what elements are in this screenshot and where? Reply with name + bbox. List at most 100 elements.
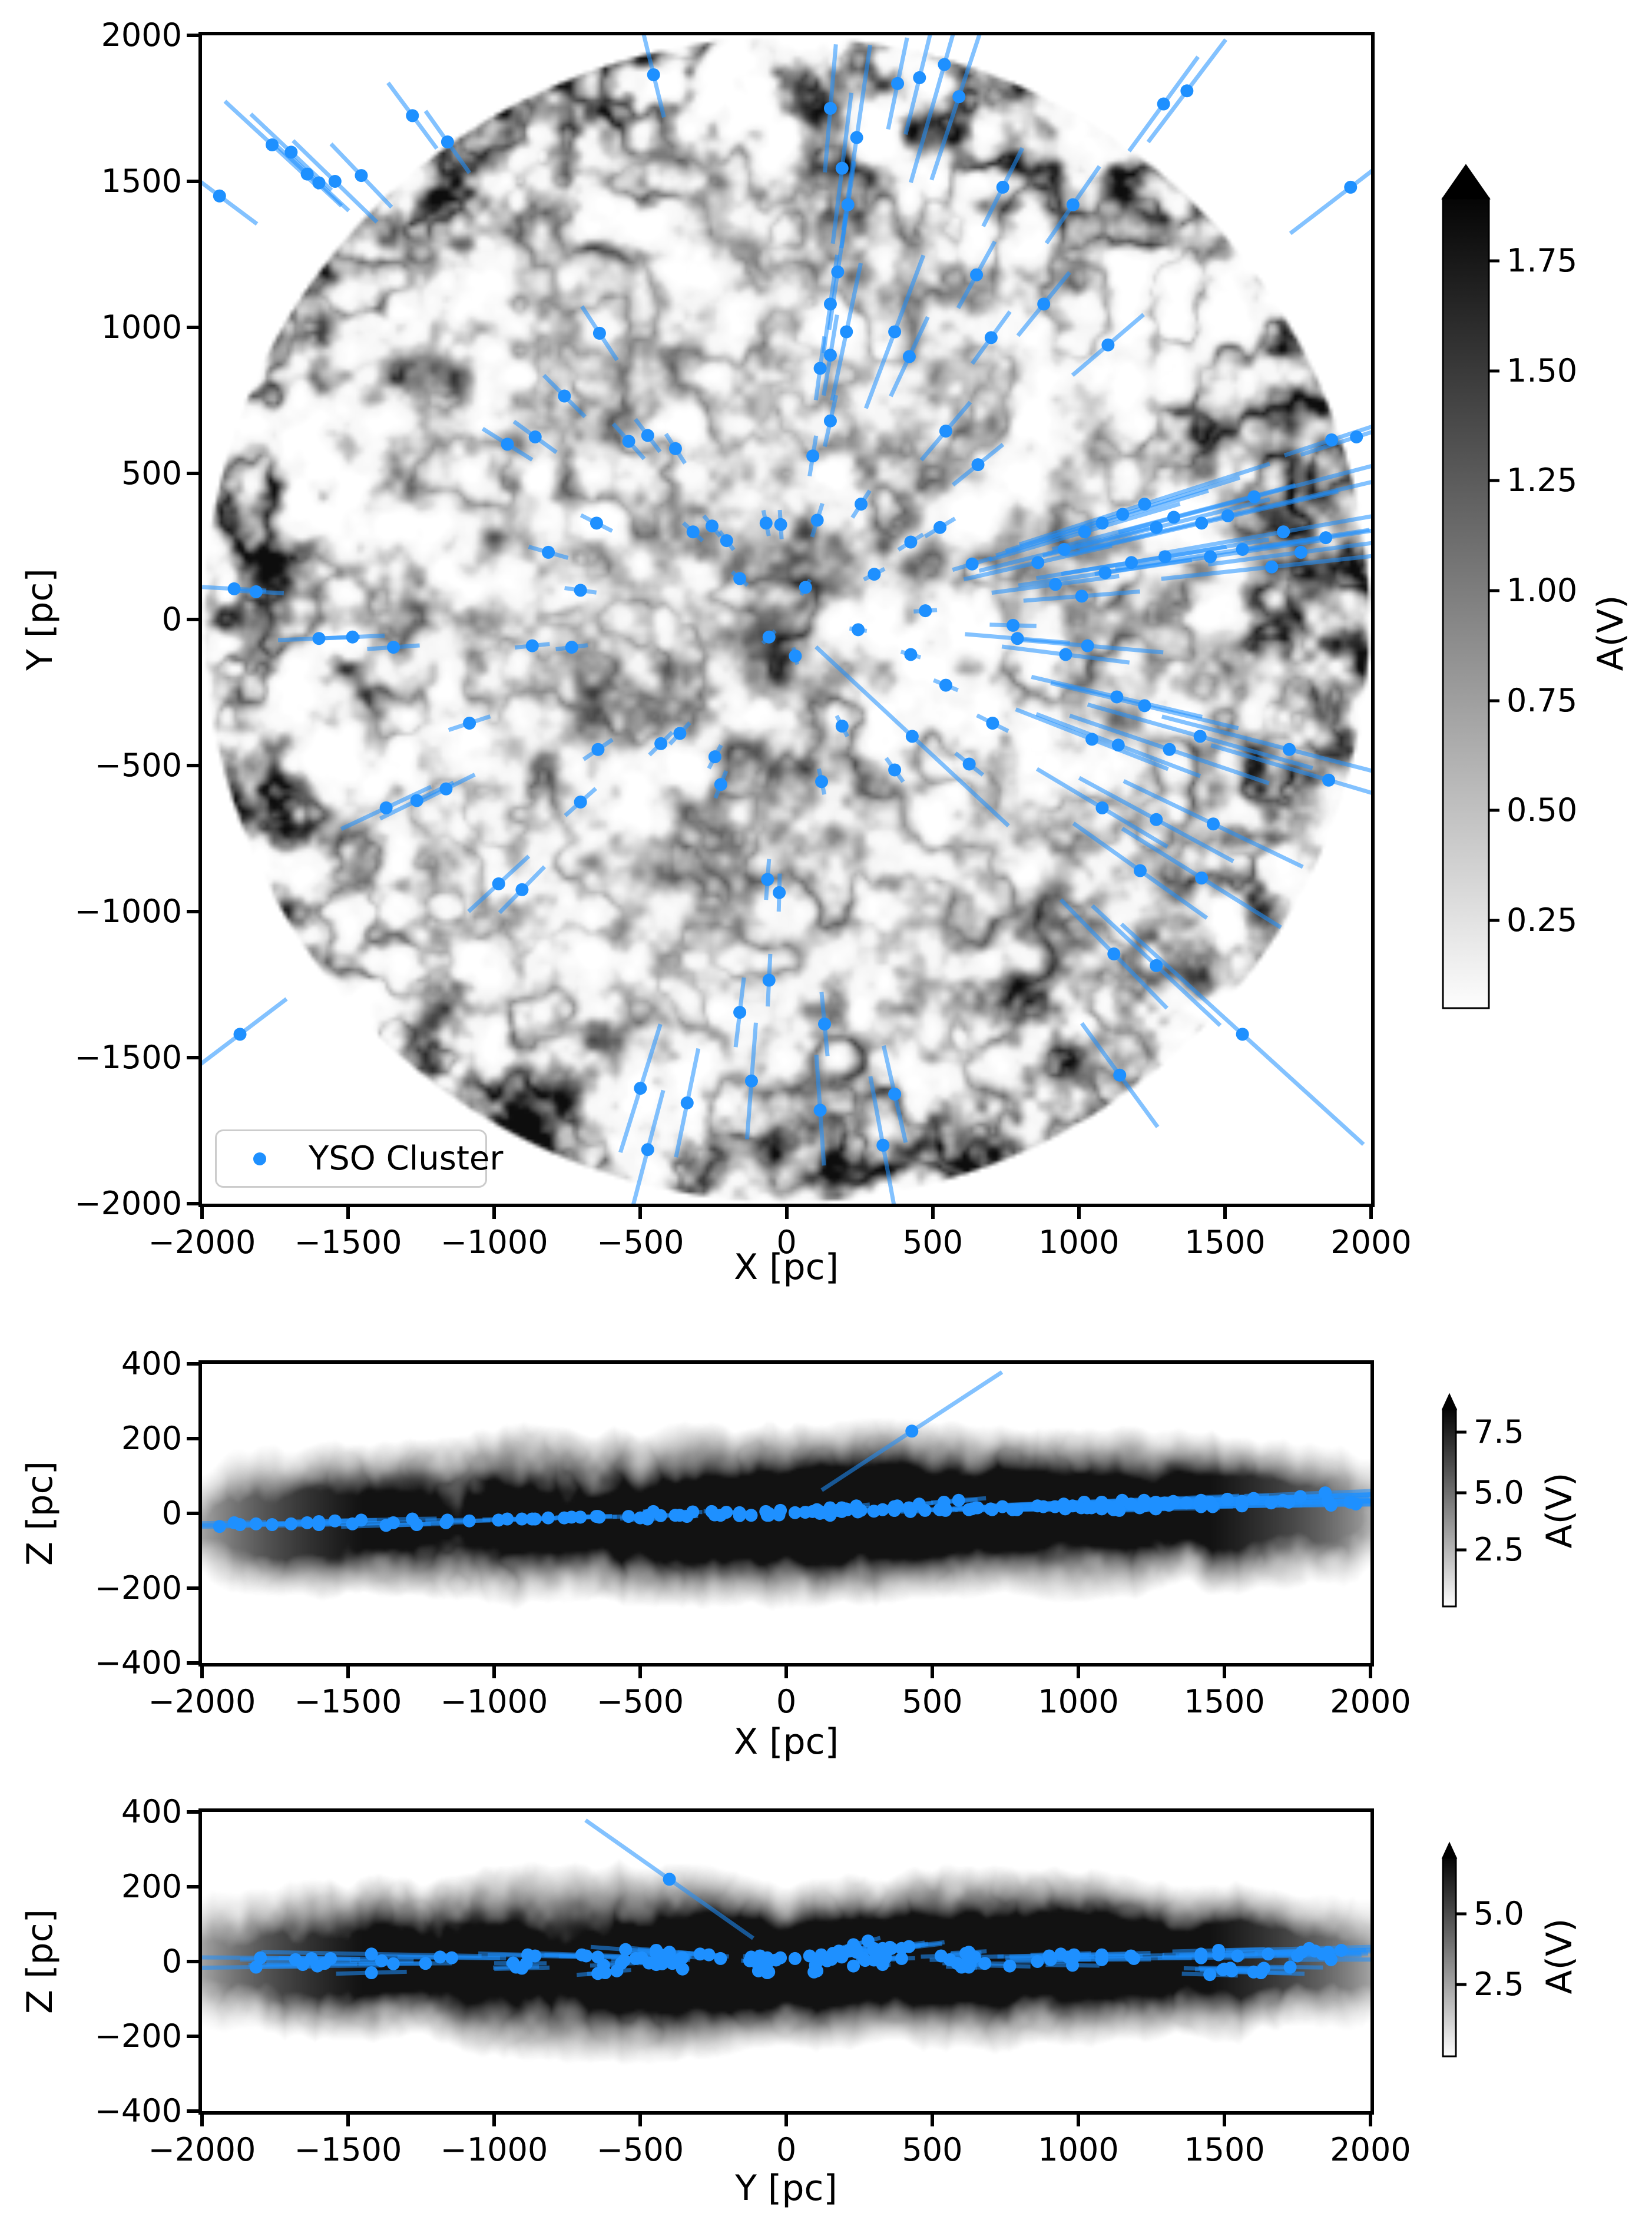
yso-cluster-point — [1059, 648, 1072, 661]
colorbar-bar — [1442, 197, 1490, 1009]
yso-cluster-point — [825, 1953, 838, 1966]
yso-cluster-point — [762, 973, 776, 987]
yso-cluster-point — [1247, 490, 1261, 503]
yso-cluster-point — [300, 167, 314, 181]
yso-cluster-point — [891, 77, 905, 90]
yso-cluster-point — [622, 435, 635, 448]
error-bar — [1210, 743, 1371, 795]
x-tick — [1369, 1207, 1373, 1219]
yso-cluster-point — [1206, 1500, 1220, 1513]
yso-cluster-point — [386, 1516, 400, 1529]
x-tick-label: −1500 — [294, 2131, 402, 2168]
yso-cluster-point — [328, 175, 342, 188]
yso-cluster-point — [759, 516, 773, 530]
yso-cluster-point — [1322, 1495, 1335, 1508]
x-tick-label: −1500 — [294, 1683, 402, 1720]
yso-cluster-point — [1325, 1953, 1338, 1966]
dust-map-xy — [202, 35, 1371, 1204]
yso-cluster-point — [823, 414, 837, 428]
yso-cluster-point — [365, 1966, 378, 1980]
x-tick-label: −2000 — [148, 1683, 256, 1720]
y-tick — [187, 180, 198, 183]
x-tick — [1077, 1207, 1081, 1219]
x-tick — [346, 2115, 350, 2126]
y-tick — [187, 326, 198, 329]
yso-cluster-point — [590, 516, 603, 530]
yso-cluster-point — [1150, 813, 1163, 826]
yso-cluster-point — [1325, 433, 1339, 446]
yso-cluster-point — [1058, 1502, 1072, 1516]
yso-cluster-point — [1149, 1502, 1163, 1516]
scatter-layer-xy — [202, 35, 1371, 1204]
yso-cluster-point — [847, 1938, 860, 1952]
colorbar-bar — [1442, 1857, 1457, 2058]
yso-cluster-point — [519, 1957, 533, 1970]
dust-map-xz — [202, 1364, 1370, 1663]
yso-cluster-point — [1031, 556, 1045, 569]
y-tick — [187, 1362, 198, 1366]
yso-cluster-point — [673, 727, 687, 740]
yso-cluster-point — [868, 568, 881, 581]
yso-cluster-point — [227, 582, 241, 595]
yso-cluster-point — [751, 1959, 765, 1972]
yso-cluster-point — [799, 581, 812, 594]
y-tick-label: 1000 — [101, 309, 182, 346]
yso-cluster-point — [861, 1934, 875, 1948]
x-tick-label: −2000 — [148, 1224, 256, 1261]
yso-cluster-point — [365, 1947, 378, 1961]
yso-cluster-point — [762, 630, 776, 644]
yso-cluster-point — [1277, 525, 1290, 539]
y-tick-label: 500 — [121, 455, 182, 492]
yso-cluster-point — [1319, 531, 1333, 545]
y-tick-label: −500 — [94, 747, 182, 784]
yso-cluster-point — [1223, 1962, 1237, 1975]
x-tick-label: −500 — [596, 2131, 684, 2168]
yso-cluster-point — [463, 717, 476, 730]
yso-cluster-point — [888, 763, 902, 777]
yso-cluster-point — [266, 1518, 279, 1532]
y-tick-label: −400 — [94, 1644, 182, 1681]
yso-cluster-point — [492, 877, 505, 890]
yso-cluster-point — [959, 1947, 973, 1960]
yso-cluster-point — [597, 1959, 610, 1972]
yso-cluster-point — [439, 782, 453, 796]
cbar-yz-label: A(V) — [1539, 1918, 1580, 1995]
yso-cluster-point — [650, 1943, 663, 1957]
yso-cluster-point — [1133, 1501, 1147, 1515]
error-bar — [909, 35, 955, 183]
y-tick-label: 200 — [121, 1420, 182, 1457]
x-tick-label: 500 — [902, 2131, 963, 2168]
colorbar-tick-label: 0.25 — [1507, 902, 1578, 939]
x-tick — [638, 1667, 642, 1678]
yso-cluster-point — [815, 1506, 828, 1519]
y-tick — [187, 2035, 198, 2038]
legend-label: YSO Cluster — [309, 1139, 504, 1178]
yso-cluster-point — [1085, 733, 1099, 746]
y-tick — [187, 472, 198, 475]
x-tick-label: 1000 — [1038, 1683, 1119, 1720]
yso-cluster-point — [462, 1514, 476, 1528]
cbar-xy-label: A(V) — [1590, 595, 1631, 671]
x-tick — [492, 2115, 496, 2126]
colorbar-xy — [1437, 160, 1509, 1014]
yso-cluster-point — [938, 58, 951, 71]
yso-cluster-point — [971, 458, 985, 472]
yso-cluster-point — [1257, 1962, 1270, 1975]
x-tick-label: 1000 — [1038, 2131, 1119, 2168]
yso-cluster-point — [799, 1506, 812, 1519]
yso-cluster-point — [773, 886, 786, 899]
panel-yz-map: −2000 −1500 −1000 −500 0 500 1000 1500 2000 400 20… — [95, 1793, 1411, 2168]
y-tick-label: −2000 — [74, 1185, 182, 1222]
yso-cluster-point — [895, 1952, 908, 1965]
yso-cluster-point — [1212, 1943, 1226, 1957]
yso-cluster-point — [714, 1952, 727, 1965]
colorbar-tick-label: 2.5 — [1474, 1531, 1524, 1568]
yso-cluster-point — [439, 1516, 453, 1529]
yso-cluster-point — [1110, 690, 1124, 704]
yso-cluster-point — [772, 1508, 786, 1522]
yso-cluster-point — [233, 1518, 247, 1532]
panel-xz-map: −2000 −1500 −1000 −500 0 500 1000 1500 2000 400 20… — [95, 1345, 1411, 1720]
yso-cluster-point — [1207, 817, 1220, 831]
yso-cluster-point — [284, 1517, 298, 1530]
yso-cluster-point — [1011, 632, 1024, 645]
